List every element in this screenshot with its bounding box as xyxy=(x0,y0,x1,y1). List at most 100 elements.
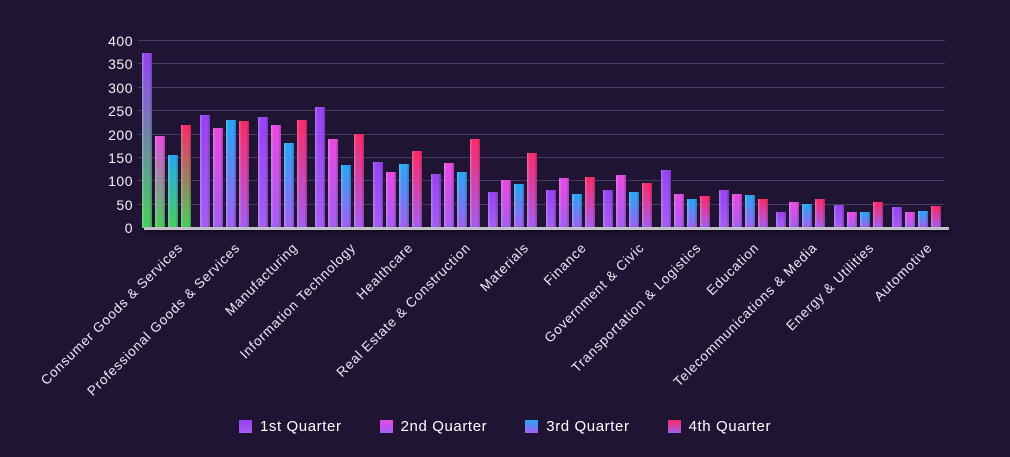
legend-item-4th-quarter: 4th Quarter xyxy=(667,418,772,435)
bar-1st-quarter-education xyxy=(718,190,729,228)
bar-3rd-quarter-energy-utilities xyxy=(860,212,871,228)
bar-3rd-quarter-education xyxy=(744,194,755,228)
bar-4th-quarter-education xyxy=(757,198,768,228)
bar-2nd-quarter-energy-utilities xyxy=(847,211,858,228)
bar-group-manufacturing xyxy=(253,41,311,228)
gridline xyxy=(138,203,945,205)
bar-2nd-quarter-automotive xyxy=(904,212,915,228)
bar-group-finance xyxy=(542,41,600,228)
bar-2nd-quarter-professional-goods-services xyxy=(212,128,223,228)
y-axis-tick-label: 300 xyxy=(108,79,133,96)
bar-group-consumer-goods-services xyxy=(138,41,196,228)
y-axis-tick-label: 50 xyxy=(116,196,133,213)
bar-3rd-quarter-professional-goods-services xyxy=(225,120,236,228)
y-axis-tick-label: 150 xyxy=(108,149,133,166)
bar-group-professional-goods-services xyxy=(196,41,254,228)
bar-group-government-civic xyxy=(599,41,657,228)
bar-4th-quarter-consumer-goods-services xyxy=(181,124,192,228)
bar-group-transportation-logistics xyxy=(657,41,715,228)
y-axis-tick-label: 200 xyxy=(108,126,133,143)
x-axis-label-information-technology: Information Technology xyxy=(236,240,359,362)
bar-4th-quarter-real-estate-construction xyxy=(469,138,480,228)
bar-3rd-quarter-manufacturing xyxy=(283,142,294,228)
gridline xyxy=(138,63,945,65)
bar-2nd-quarter-real-estate-construction xyxy=(443,163,454,228)
bar-3rd-quarter-finance xyxy=(571,193,582,228)
bar-4th-quarter-healthcare xyxy=(411,150,422,228)
bar-1st-quarter-finance xyxy=(545,190,556,228)
x-axis-label-materials: Materials xyxy=(476,240,532,295)
bar-4th-quarter-manufacturing xyxy=(296,119,307,228)
x-axis-label-finance: Finance xyxy=(540,240,589,289)
bar-4th-quarter-government-civic xyxy=(642,183,653,228)
y-axis-tick-label: 250 xyxy=(108,103,133,120)
bar-4th-quarter-energy-utilities xyxy=(873,202,884,228)
gridline xyxy=(138,110,945,112)
bar-3rd-quarter-automotive xyxy=(917,211,928,228)
bar-group-automotive xyxy=(887,41,945,228)
bar-3rd-quarter-information-technology xyxy=(341,164,352,228)
bar-1st-quarter-materials xyxy=(488,191,499,228)
bar-2nd-quarter-education xyxy=(731,193,742,228)
bar-2nd-quarter-government-civic xyxy=(616,175,627,228)
bar-2nd-quarter-transportation-logistics xyxy=(674,194,685,228)
bar-1st-quarter-government-civic xyxy=(603,190,614,228)
gridline xyxy=(138,133,945,135)
bar-3rd-quarter-real-estate-construction xyxy=(456,172,467,228)
bar-1st-quarter-energy-utilities xyxy=(834,205,845,228)
y-axis-tick-label: 350 xyxy=(108,56,133,73)
bar-group-energy-utilities xyxy=(830,41,888,228)
bar-3rd-quarter-government-civic xyxy=(629,192,640,228)
plot-area xyxy=(138,40,949,230)
bar-3rd-quarter-telecommunications-media xyxy=(802,203,813,228)
bar-1st-quarter-consumer-goods-services xyxy=(142,52,153,228)
bar-1st-quarter-professional-goods-services xyxy=(199,115,210,228)
y-axis-tick-label: 100 xyxy=(108,173,133,190)
bar-4th-quarter-telecommunications-media xyxy=(815,198,826,228)
bar-1st-quarter-healthcare xyxy=(372,161,383,228)
bar-4th-quarter-materials xyxy=(527,153,538,228)
legend-item-3rd-quarter: 3rd Quarter xyxy=(525,418,629,435)
bar-2nd-quarter-consumer-goods-services xyxy=(155,136,166,228)
bar-group-education xyxy=(714,41,772,228)
y-axis-tick-label: 400 xyxy=(108,33,133,49)
bar-3rd-quarter-consumer-goods-services xyxy=(168,154,179,228)
bar-4th-quarter-professional-goods-services xyxy=(238,120,249,228)
legend-item-1st-quarter: 1st Quarter xyxy=(238,418,342,435)
bar-1st-quarter-real-estate-construction xyxy=(430,173,441,228)
legend-label: 2nd Quarter xyxy=(400,418,488,435)
gridline xyxy=(138,156,945,158)
legend-item-2nd-quarter: 2nd Quarter xyxy=(379,418,488,435)
bar-2nd-quarter-information-technology xyxy=(328,139,339,228)
bar-1st-quarter-manufacturing xyxy=(257,116,268,228)
bar-2nd-quarter-manufacturing xyxy=(270,125,281,228)
bar-group-materials xyxy=(484,41,542,228)
legend-swatch-icon xyxy=(379,420,393,433)
bar-2nd-quarter-finance xyxy=(558,177,569,228)
bar-4th-quarter-automotive xyxy=(930,205,941,228)
legend-swatch-icon xyxy=(525,420,539,433)
bar-3rd-quarter-materials xyxy=(514,184,525,228)
bar-2nd-quarter-telecommunications-media xyxy=(789,201,800,228)
legend-label: 4th Quarter xyxy=(688,418,772,435)
bar-4th-quarter-transportation-logistics xyxy=(700,195,711,228)
bar-group-information-technology xyxy=(311,41,369,228)
bar-group-real-estate-construction xyxy=(426,41,484,228)
legend-label: 1st Quarter xyxy=(259,418,342,435)
x-axis-label-automotive: Automotive xyxy=(870,240,935,305)
legend-swatch-icon xyxy=(238,420,252,433)
x-axis-label-healthcare: Healthcare xyxy=(353,240,417,303)
bar-group-telecommunications-media xyxy=(772,41,830,228)
bar-group-healthcare xyxy=(369,41,427,228)
gridline xyxy=(138,40,945,41)
legend-label: 3rd Quarter xyxy=(546,418,630,435)
bar-1st-quarter-automotive xyxy=(891,206,902,228)
bar-4th-quarter-finance xyxy=(584,176,595,228)
x-axis-line xyxy=(144,227,949,230)
bar-2nd-quarter-healthcare xyxy=(385,171,396,228)
gridline xyxy=(138,180,945,182)
bar-4th-quarter-information-technology xyxy=(354,134,365,228)
x-axis-label-education: Education xyxy=(703,240,762,299)
x-axis-label-government-civic: Government & Civic xyxy=(540,240,647,346)
